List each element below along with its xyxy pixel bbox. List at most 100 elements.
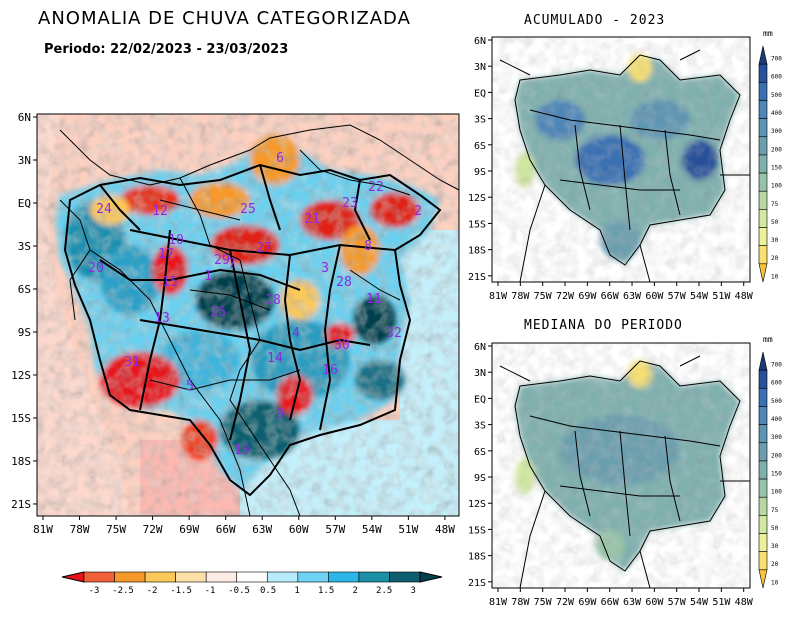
colorbar-label: 0.5 bbox=[260, 586, 276, 596]
acumulado-map-field bbox=[492, 37, 750, 282]
colorbar-swatch bbox=[758, 388, 768, 407]
colorbar-label: 75 bbox=[771, 507, 779, 514]
colorbar-label: 400 bbox=[771, 416, 782, 423]
mediana-lon-label: 72W bbox=[556, 597, 575, 608]
basin-number-label: 10 bbox=[168, 233, 184, 248]
mediana-lon-label: 63W bbox=[623, 597, 642, 608]
colorbar-label: 50 bbox=[771, 525, 779, 532]
colorbar-label: 10 bbox=[771, 273, 779, 280]
acumulado-lat-label: 3N bbox=[474, 62, 486, 73]
mediana-lon-label: 66W bbox=[601, 597, 620, 608]
colorbar-swatch bbox=[758, 154, 768, 174]
colorbar-unit: mm bbox=[763, 335, 773, 344]
mediana-title: MEDIANA DO PERIODO bbox=[524, 318, 683, 333]
acumulado-lon-label: 81W bbox=[489, 291, 508, 302]
basin-number-label: 13 bbox=[154, 311, 170, 326]
colorbar-swatch bbox=[389, 571, 421, 583]
colorbar-swatch bbox=[758, 172, 768, 192]
main-map-lon-label: 75W bbox=[106, 523, 126, 536]
colorbar-label: 30 bbox=[771, 237, 779, 244]
basin-number-label: 22 bbox=[368, 180, 384, 195]
main-map-lon-label: 60W bbox=[289, 523, 309, 536]
acumulado-lat-label: 3S bbox=[474, 115, 486, 126]
colorbar-label: -1.5 bbox=[170, 586, 192, 596]
colorbar-label: 700 bbox=[771, 56, 782, 63]
colorbar-swatch bbox=[758, 369, 768, 389]
basin-number-label: 29 bbox=[214, 253, 230, 268]
basin-number-label: 25 bbox=[240, 202, 256, 217]
acumulado-lon-label: 57W bbox=[668, 291, 687, 302]
colorbar-swatch bbox=[297, 571, 329, 583]
colorbar-swatch bbox=[758, 478, 768, 498]
mediana-lon-label: 78W bbox=[511, 597, 530, 608]
colorbar-label: 10 bbox=[771, 579, 779, 586]
mediana-lon-label: 51W bbox=[712, 597, 731, 608]
main-map-lat-label: 15S bbox=[11, 412, 31, 425]
colorbar-label: 200 bbox=[771, 452, 782, 459]
colorbar-label: 600 bbox=[771, 380, 782, 387]
acumulado-lon-label: 66W bbox=[601, 291, 620, 302]
mediana-lon-label: 48W bbox=[735, 597, 754, 608]
colorbar-swatch bbox=[758, 406, 768, 425]
colorbar-swatch bbox=[328, 571, 360, 583]
main-map-lat-label: 18S bbox=[11, 455, 31, 468]
colorbar-swatch bbox=[758, 100, 768, 119]
acumulado-lon-label: 75W bbox=[534, 291, 553, 302]
colorbar-label: -2.5 bbox=[112, 586, 134, 596]
mediana-lon-label: 81W bbox=[489, 597, 508, 608]
colorbar-label: -0.5 bbox=[228, 586, 250, 596]
colorbar-label: 600 bbox=[771, 74, 782, 81]
colorbar-label: 2.5 bbox=[376, 586, 392, 596]
acumulado-title: ACUMULADO - 2023 bbox=[524, 13, 666, 28]
basin-number-label: 6 bbox=[276, 151, 284, 166]
mediana-lat-label: EQ bbox=[474, 394, 486, 405]
mediana-map-field bbox=[492, 343, 750, 588]
basin-number-label: 7 bbox=[228, 257, 236, 272]
colorbar-label: 100 bbox=[771, 489, 782, 496]
colorbar-swatch bbox=[61, 571, 85, 583]
colorbar-label: 75 bbox=[771, 201, 779, 208]
basin-number-label: 17 bbox=[158, 247, 174, 262]
colorbar-swatch bbox=[175, 571, 207, 583]
mediana-colorbar: mm 700 600 500 400 300 200 150 100 75 50 30 20 10 bbox=[758, 335, 782, 589]
mediana-lat-label: 6N bbox=[474, 342, 486, 353]
basin-number-label: 2 bbox=[414, 204, 422, 219]
mediana-lat-label: 9S bbox=[474, 473, 486, 484]
basin-number-label: 1 bbox=[204, 269, 212, 284]
main-map-lon-label: 63W bbox=[252, 523, 272, 536]
colorbar-swatch bbox=[758, 209, 768, 228]
colorbar-label: 150 bbox=[771, 470, 782, 477]
main-map-lon-label: 78W bbox=[70, 523, 90, 536]
main-map-lon-label: 48W bbox=[435, 523, 455, 536]
colorbar-label: -1 bbox=[205, 586, 216, 596]
colorbar-label: 50 bbox=[771, 219, 779, 226]
acumulado-colorbar: mm 700 600 500 400 300 200 150 100 75 50 30 20 10 bbox=[758, 29, 782, 283]
colorbar-label: -3 bbox=[89, 586, 100, 596]
colorbar-label: 20 bbox=[771, 561, 779, 568]
main-map-lon-label: 72W bbox=[143, 523, 163, 536]
basin-number-label: 30 bbox=[334, 338, 350, 353]
colorbar-unit: mm bbox=[763, 29, 773, 38]
colorbar-swatch bbox=[758, 460, 768, 480]
basin-number-label: 14 bbox=[267, 351, 283, 366]
colorbar-label: 30 bbox=[771, 543, 779, 550]
acumulado-lon-label: 60W bbox=[645, 291, 664, 302]
acumulado-lon-label: 72W bbox=[556, 291, 575, 302]
main-map-lat-label: 9S bbox=[18, 326, 31, 339]
basin-number-label: 27 bbox=[256, 241, 272, 256]
acumulado-lon-label: 78W bbox=[511, 291, 530, 302]
acumulado-lon-label: 48W bbox=[735, 291, 754, 302]
acumulado-lon-label: 63W bbox=[623, 291, 642, 302]
acumulado-lat-label: EQ bbox=[474, 88, 486, 99]
colorbar-swatch bbox=[758, 63, 768, 83]
main-map-lat-label: 21S bbox=[11, 498, 31, 511]
basin-number-label: 15 bbox=[162, 275, 178, 290]
colorbar-swatch bbox=[758, 245, 768, 265]
basin-number-label: 20 bbox=[88, 261, 104, 276]
mediana-lon-label: 57W bbox=[668, 597, 687, 608]
colorbar-swatch bbox=[758, 424, 768, 444]
colorbar-label: 3 bbox=[410, 586, 415, 596]
colorbar-label: 1 bbox=[294, 586, 299, 596]
